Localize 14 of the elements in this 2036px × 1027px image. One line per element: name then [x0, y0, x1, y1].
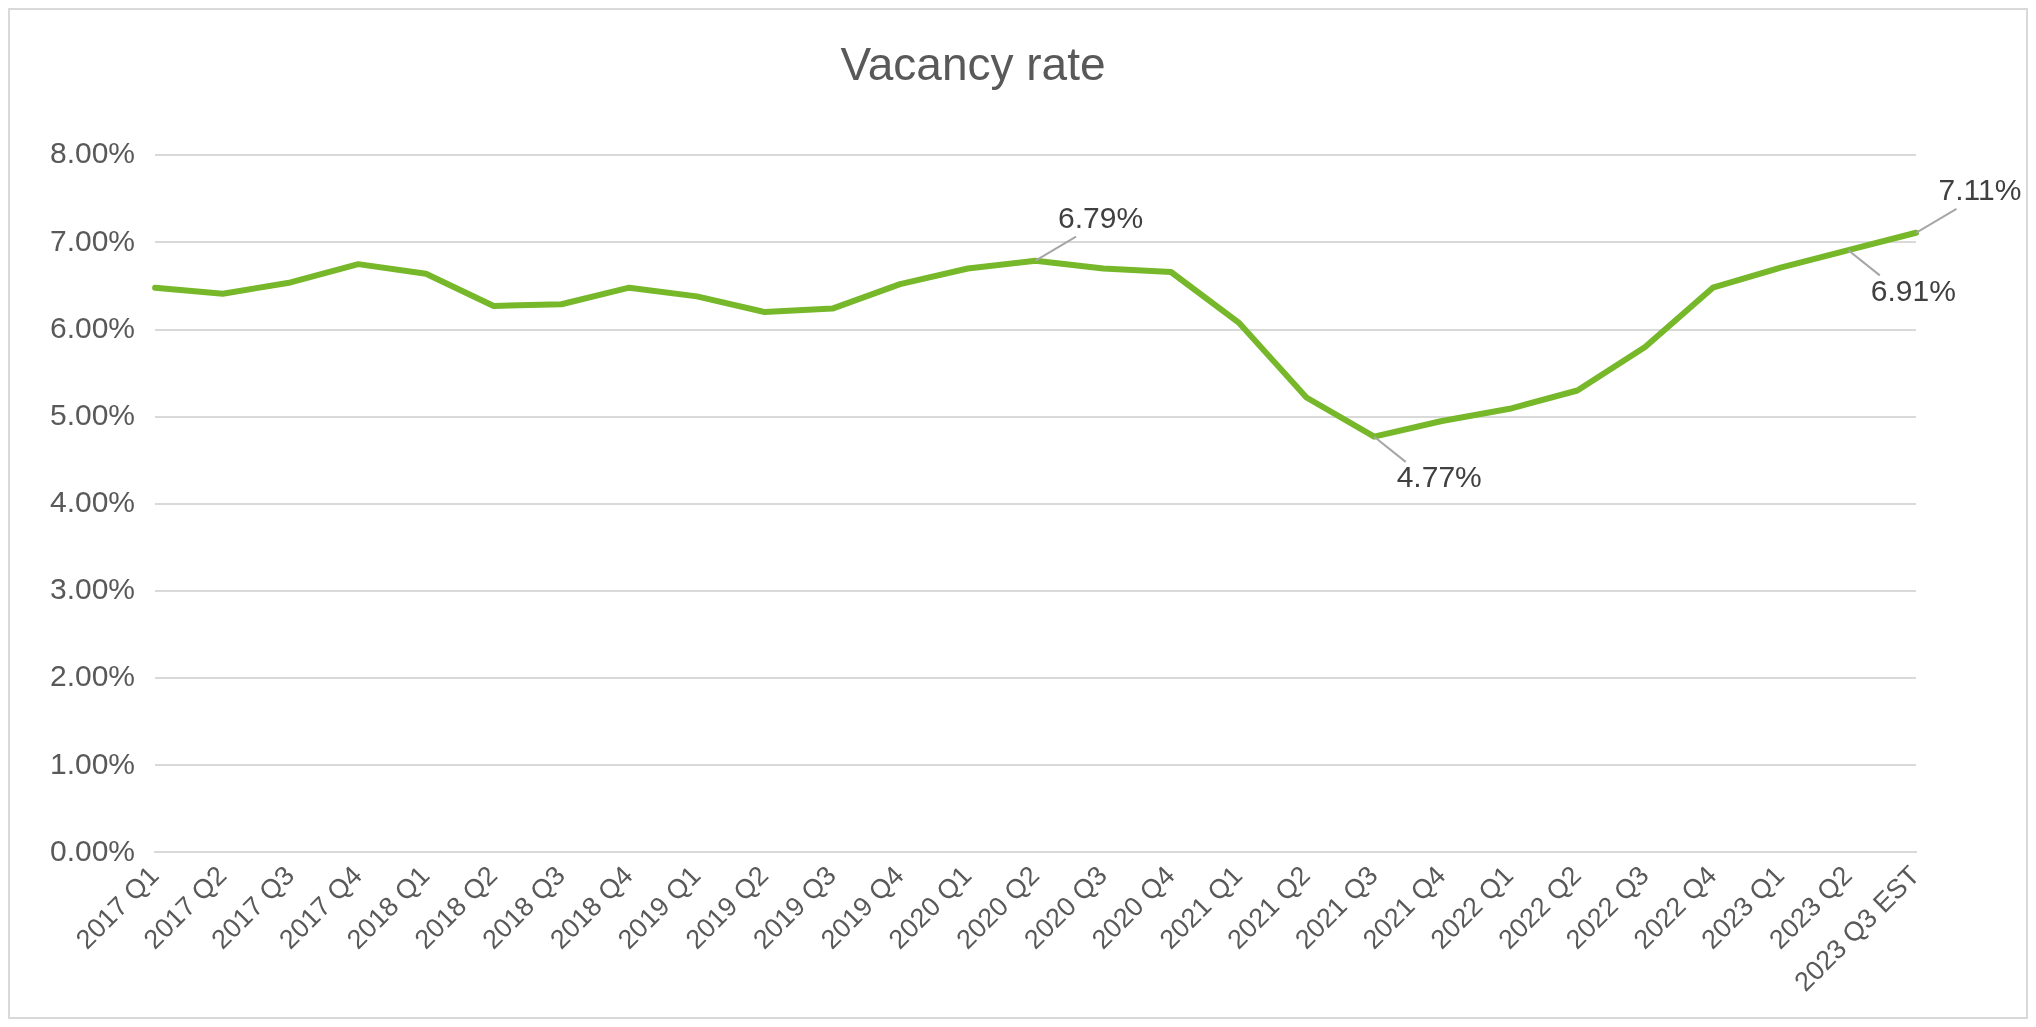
chart-title: Vacancy rate	[840, 38, 1106, 91]
y-tick-label: 2.00%	[49, 659, 136, 693]
data-label: 7.11%	[1938, 173, 2022, 207]
y-tick-label: 6.00%	[49, 310, 136, 344]
data-label: 6.79%	[1058, 200, 1144, 234]
y-tick-label: 7.00%	[49, 223, 136, 257]
y-tick-label: 4.00%	[49, 485, 136, 519]
y-tick-label: 1.00%	[49, 746, 136, 780]
y-tick-label: 5.00%	[49, 397, 136, 431]
y-tick-label: 8.00%	[49, 136, 136, 170]
y-tick-label: 3.00%	[49, 572, 136, 606]
data-label: 4.77%	[1396, 460, 1482, 494]
data-label: 6.91%	[1870, 273, 1956, 307]
y-tick-label: 0.00%	[49, 833, 136, 867]
